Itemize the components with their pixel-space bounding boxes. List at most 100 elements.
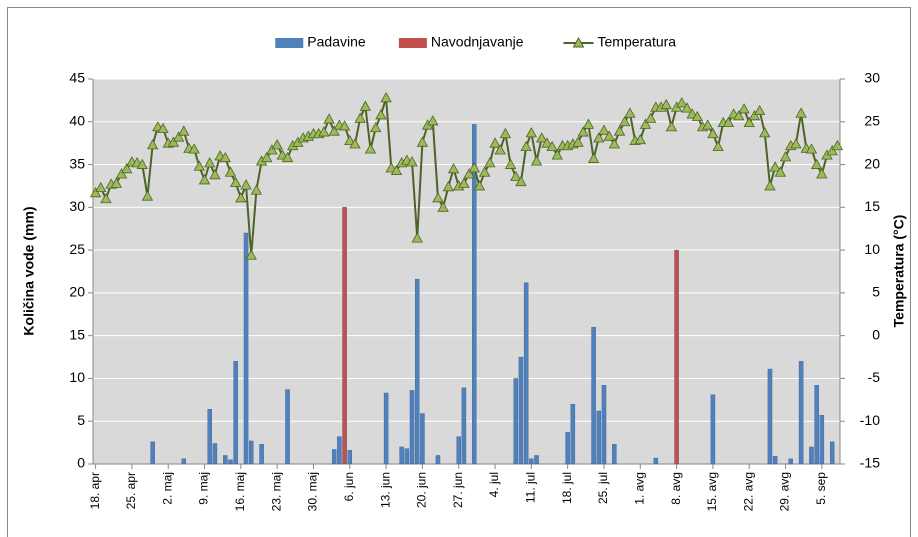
marker bbox=[89, 186, 102, 198]
marker bbox=[499, 127, 512, 139]
y-tick-label: 5 bbox=[77, 412, 85, 428]
marker bbox=[504, 158, 517, 169]
marker bbox=[281, 151, 294, 163]
bar bbox=[228, 459, 233, 465]
y-tick-label: 45 bbox=[69, 70, 85, 86]
marker bbox=[489, 137, 501, 148]
y2-tick-label: -5 bbox=[868, 369, 881, 385]
marker bbox=[603, 130, 615, 141]
marker bbox=[432, 192, 444, 203]
bar bbox=[181, 458, 187, 465]
bar bbox=[420, 413, 425, 465]
y2-tick-label: 20 bbox=[864, 155, 880, 171]
bar bbox=[472, 124, 477, 465]
bar bbox=[565, 432, 570, 465]
bar bbox=[285, 389, 290, 465]
y2-tick-label: 10 bbox=[864, 241, 880, 257]
x-tick-label: 18. jul bbox=[560, 472, 574, 504]
bar bbox=[601, 385, 607, 465]
marker bbox=[188, 143, 200, 154]
legend-swatch bbox=[398, 38, 427, 48]
bar bbox=[150, 441, 155, 465]
x-tick-label: 30. maj bbox=[306, 472, 320, 511]
x-tick-label: 25. jul bbox=[596, 472, 610, 504]
marker bbox=[551, 149, 563, 160]
x-tick-label: 25. apr bbox=[124, 472, 138, 509]
bar bbox=[248, 440, 254, 465]
marker bbox=[318, 126, 330, 137]
marker bbox=[458, 177, 470, 188]
y2-tick-label: -15 bbox=[860, 455, 880, 471]
marker bbox=[364, 143, 377, 154]
marker bbox=[515, 175, 527, 187]
marker bbox=[121, 163, 133, 174]
marker bbox=[510, 170, 522, 181]
marker bbox=[338, 120, 351, 131]
marker bbox=[323, 113, 335, 124]
marker bbox=[484, 157, 496, 168]
x-tick-label: 4. jul bbox=[487, 472, 501, 497]
y-tick-label: 15 bbox=[69, 326, 85, 342]
marker bbox=[634, 133, 646, 145]
marker bbox=[146, 139, 159, 150]
marker bbox=[525, 127, 538, 138]
marker bbox=[644, 112, 657, 123]
marker bbox=[572, 136, 584, 147]
marker bbox=[411, 232, 423, 243]
bar bbox=[809, 446, 814, 465]
x-tick-label: 6. jun bbox=[342, 472, 356, 501]
bar bbox=[829, 441, 835, 465]
x-tick-label: 22. avg bbox=[741, 472, 755, 511]
x-tick-label: 27. jun bbox=[451, 472, 465, 508]
bar bbox=[518, 356, 524, 465]
marker bbox=[774, 166, 787, 177]
marker bbox=[349, 138, 361, 149]
marker bbox=[136, 158, 148, 169]
y2-axis-title: Temperatura (°C) bbox=[891, 215, 907, 328]
x-tick-label: 29. avg bbox=[778, 472, 792, 511]
marker bbox=[442, 180, 455, 192]
marker bbox=[810, 158, 823, 169]
x-tick-label: 16. maj bbox=[233, 472, 247, 511]
marker bbox=[733, 109, 745, 121]
x-tick-label: 11. jul bbox=[524, 472, 538, 503]
marker bbox=[380, 91, 392, 103]
marker bbox=[95, 181, 107, 193]
marker bbox=[722, 116, 735, 128]
y-tick-label: 0 bbox=[77, 455, 85, 471]
bar bbox=[772, 456, 778, 465]
marker bbox=[676, 97, 688, 108]
bar bbox=[409, 390, 415, 465]
marker bbox=[593, 132, 605, 143]
x-tick-label: 15. avg bbox=[705, 472, 719, 511]
plot-area bbox=[93, 79, 840, 464]
y-tick-label: 25 bbox=[69, 241, 85, 257]
marker bbox=[795, 107, 807, 118]
bar bbox=[259, 444, 264, 465]
bar bbox=[223, 455, 228, 465]
y-axis-title: Količina vode (mm) bbox=[21, 206, 37, 335]
marker bbox=[753, 104, 766, 116]
bar bbox=[461, 387, 467, 465]
bar bbox=[414, 279, 420, 465]
bar bbox=[798, 361, 804, 465]
marker bbox=[660, 98, 672, 110]
bar bbox=[674, 249, 679, 465]
x-tick-label: 13. jun bbox=[378, 472, 392, 508]
marker bbox=[354, 112, 366, 123]
bar bbox=[456, 436, 461, 465]
y2-tick-label: 30 bbox=[864, 70, 880, 86]
legend-swatch bbox=[275, 38, 304, 48]
marker bbox=[328, 125, 340, 136]
marker bbox=[536, 132, 548, 143]
bar bbox=[788, 458, 793, 465]
x-tick-label: 20. jun bbox=[415, 472, 429, 508]
y-tick-label: 30 bbox=[69, 198, 85, 214]
legend-swatch bbox=[572, 36, 585, 48]
bar bbox=[513, 378, 519, 465]
marker bbox=[167, 136, 180, 147]
x-tick-label: 2. maj bbox=[160, 472, 174, 505]
marker bbox=[115, 168, 128, 179]
y2-tick-label: 15 bbox=[864, 198, 880, 214]
